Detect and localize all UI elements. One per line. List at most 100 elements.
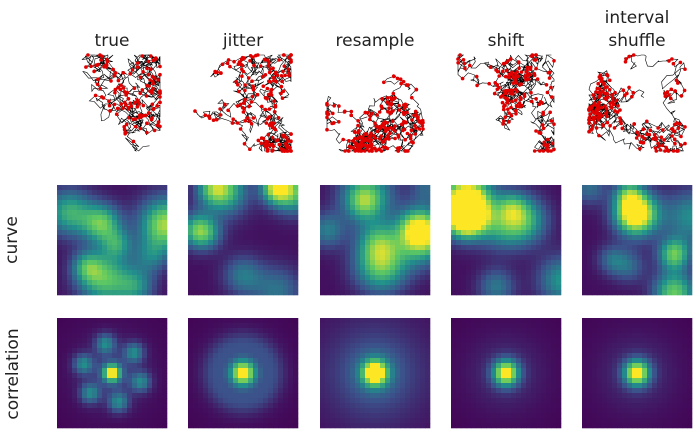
tuning-cell — [556, 205, 562, 211]
autocorr-cell — [122, 348, 128, 354]
tuning-cell — [203, 235, 209, 241]
autocorr-cell — [132, 398, 138, 404]
spike — [518, 82, 523, 86]
tuning-cell — [395, 210, 401, 216]
autocorr-cell — [263, 393, 269, 399]
tuning-cell — [278, 285, 284, 291]
autocorr-cell — [375, 413, 381, 419]
tuning-cell — [526, 225, 532, 231]
tuning-cell — [461, 250, 467, 256]
autocorr-cell — [263, 318, 269, 324]
tuning-cell — [268, 250, 274, 256]
tuning-cell — [228, 210, 234, 216]
tuning-cell — [370, 240, 376, 246]
autocorr-cell — [107, 413, 113, 419]
tuning-cell — [365, 215, 371, 221]
tuning-cell — [72, 200, 78, 206]
tuning-cell — [147, 260, 153, 266]
autocorr-cell — [375, 368, 381, 374]
spike — [475, 83, 479, 88]
autocorr-cell — [345, 403, 351, 409]
autocorr-cell — [233, 343, 239, 349]
tuning-cell — [415, 245, 421, 251]
tuning-cell — [385, 225, 391, 231]
tuning-cell — [541, 220, 547, 226]
spike — [654, 136, 658, 140]
autocorr-cell — [511, 378, 517, 384]
tuning-cell — [288, 260, 294, 266]
tuning-cell — [521, 220, 527, 226]
tuning-cell — [390, 260, 396, 266]
autocorr-cell — [325, 358, 331, 364]
spike — [618, 119, 623, 124]
spike — [131, 117, 135, 122]
tuning-cell — [243, 255, 249, 261]
spike — [640, 134, 644, 139]
autocorr-cell — [360, 343, 366, 349]
autocorr-cell — [278, 418, 284, 424]
tuning-cell — [551, 220, 557, 226]
autocorr-cell — [137, 318, 143, 324]
autocorr-cell — [263, 338, 269, 344]
tuning-cell — [238, 215, 244, 221]
tuning-cell — [420, 260, 426, 266]
tuning-cell — [410, 185, 416, 191]
autocorr-cell — [97, 403, 103, 409]
autocorr-cell — [87, 373, 93, 379]
autocorr-cell — [385, 418, 391, 424]
autocorr-cell — [62, 388, 68, 394]
tuning-cell — [278, 265, 284, 271]
autocorr-cell — [491, 318, 497, 324]
tuning-cell — [320, 285, 326, 291]
autocorr-cell — [122, 398, 128, 404]
autocorr-cell — [380, 333, 386, 339]
tuning-cell — [198, 220, 204, 226]
autocorr-cell — [365, 413, 371, 419]
autocorr-cell — [370, 368, 376, 374]
tuning-cell — [395, 285, 401, 291]
autocorr-cell — [273, 368, 279, 374]
spike — [509, 105, 513, 110]
tuning-cell — [213, 195, 219, 201]
spike — [517, 101, 522, 105]
spike — [507, 75, 512, 80]
autocorr-cell — [541, 318, 547, 324]
autocorr-cell — [390, 368, 396, 374]
tuning-cell — [67, 240, 73, 246]
tuning-cell — [132, 220, 138, 226]
tuning-cell — [213, 240, 219, 246]
autocorr-cell — [92, 413, 98, 419]
autocorr-cell — [198, 423, 204, 429]
spike — [675, 149, 679, 153]
autocorr-cell — [278, 408, 284, 414]
spike — [152, 128, 157, 133]
autocorr-cell — [102, 373, 108, 379]
tuning-cell — [375, 255, 381, 261]
autocorr-cell — [82, 318, 88, 324]
autocorr-cell — [350, 363, 356, 369]
tuning-cell — [506, 245, 512, 251]
tuning-cell — [582, 220, 588, 226]
tuning-cell — [496, 205, 502, 211]
spike — [219, 71, 223, 75]
tuning-cell — [117, 285, 123, 291]
autocorr-cell — [198, 333, 204, 339]
tuning-cell — [592, 210, 598, 216]
tuning-cell — [258, 190, 264, 196]
spike — [282, 64, 287, 68]
tuning-cell — [72, 185, 78, 191]
autocorr-cell — [238, 343, 244, 349]
tuning-cell — [137, 260, 143, 266]
autocorr-cell — [400, 393, 406, 399]
autocorr-cell — [451, 368, 457, 374]
spike — [119, 83, 123, 87]
tuning-cell — [496, 245, 502, 251]
tuning-cell — [471, 215, 477, 221]
autocorr-cell — [340, 383, 346, 389]
autocorr-cell — [471, 408, 477, 414]
autocorr-cell — [107, 408, 113, 414]
autocorr-cell — [243, 398, 249, 404]
spike — [610, 106, 614, 110]
autocorr-cell — [97, 423, 103, 429]
tuning-cell — [582, 200, 588, 206]
